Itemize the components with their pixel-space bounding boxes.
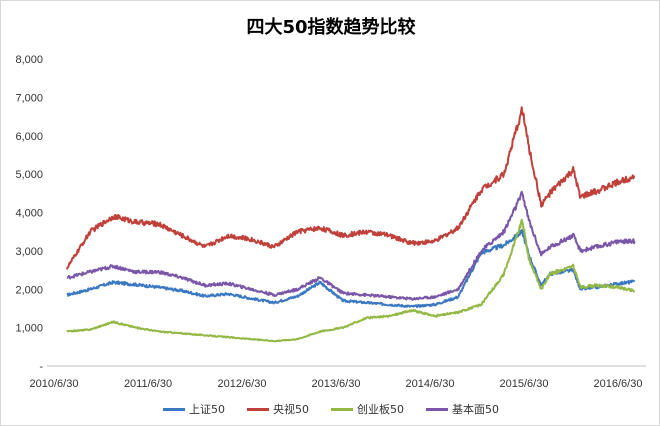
legend-item: 基本面50 bbox=[426, 401, 499, 417]
y-tick-label: 4,000 bbox=[15, 208, 43, 220]
legend-label: 创业板50 bbox=[357, 403, 404, 416]
x-tick-label: 2013/6/30 bbox=[312, 378, 361, 390]
y-tick-label: 8,000 bbox=[15, 54, 43, 66]
y-tick-label: 2,000 bbox=[15, 284, 43, 296]
legend-swatch bbox=[426, 407, 448, 411]
legend-item: 创业板50 bbox=[331, 401, 404, 417]
series-lines bbox=[66, 106, 636, 343]
legend-swatch bbox=[247, 407, 269, 411]
legend: 上证50 央视50 创业板50 基本面50 bbox=[1, 401, 660, 417]
y-tick-label: 7,000 bbox=[15, 92, 43, 104]
legend-label: 基本面50 bbox=[452, 403, 499, 416]
x-tick-label: 2014/6/30 bbox=[406, 378, 455, 390]
series-line-0 bbox=[66, 229, 636, 309]
legend-label: 央视50 bbox=[273, 403, 309, 416]
legend-label: 上证50 bbox=[189, 403, 225, 416]
x-tick-label: 2015/6/30 bbox=[500, 378, 549, 390]
x-tick-label: 2011/6/30 bbox=[124, 378, 172, 390]
x-tick-label: 2012/6/30 bbox=[218, 378, 267, 390]
y-axis: - 1,000 2,000 3,000 4,000 5,000 6,000 7,000 8,00… bbox=[15, 54, 43, 373]
y-tick-label: 5,000 bbox=[15, 169, 43, 181]
series-line-1 bbox=[66, 106, 636, 270]
y-tick-label: - bbox=[39, 361, 43, 373]
x-axis: 2010/6/30 2011/6/30 2012/6/30 2013/6/30 2014… bbox=[30, 365, 646, 390]
legend-item: 央视50 bbox=[247, 401, 309, 417]
y-tick-label: 1,000 bbox=[15, 323, 43, 335]
legend-item: 上证50 bbox=[163, 401, 225, 417]
legend-swatch bbox=[331, 407, 353, 411]
legend-swatch bbox=[163, 407, 185, 411]
x-tick-label: 2010/6/30 bbox=[30, 378, 79, 390]
chart-title: 四大50指数趋势比较 bbox=[246, 17, 416, 38]
series-line-3 bbox=[66, 190, 636, 301]
y-tick-label: 3,000 bbox=[15, 246, 43, 258]
y-tick-label: 6,000 bbox=[15, 131, 43, 143]
x-tick-label: 2016/6/30 bbox=[594, 378, 643, 390]
series-line-2 bbox=[66, 218, 636, 343]
